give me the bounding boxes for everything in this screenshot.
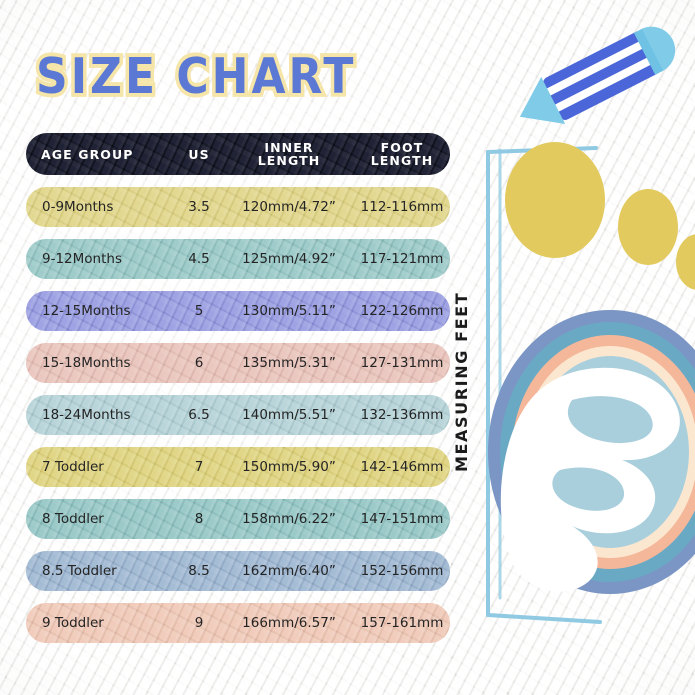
cell-us-size: 7 bbox=[194, 459, 204, 475]
cell-us-size: 6.5 bbox=[188, 407, 210, 423]
table-row: 8 Toddler 8 158mm/6.22” 147-151mm bbox=[26, 499, 450, 539]
cell-foot-length: 132-136mm bbox=[360, 407, 444, 423]
column-header-foot-length: FOOT LENGTH bbox=[354, 141, 450, 167]
table-header-row: AGE GROUP US INNER LENGTH FOOT LENGTH bbox=[26, 133, 450, 175]
cell-age-group: 15-18Months bbox=[42, 355, 131, 371]
column-header-age-group: AGE GROUP bbox=[41, 146, 134, 162]
table-row: 9-12Months 4.5 125mm/4.92” 117-121mm bbox=[26, 239, 450, 279]
cell-foot-length: 147-151mm bbox=[360, 511, 444, 527]
cell-age-group: 18-24Months bbox=[42, 407, 131, 423]
cell-age-group: 7 Toddler bbox=[42, 459, 104, 475]
cell-age-group: 9 Toddler bbox=[42, 615, 104, 631]
cell-inner-length: 130mm/5.11” bbox=[242, 303, 336, 319]
cell-us-size: 8.5 bbox=[188, 563, 210, 579]
cell-inner-length: 150mm/5.90” bbox=[242, 459, 336, 475]
measuring-feet-illustration bbox=[450, 0, 695, 695]
table-row: 7 Toddler 7 150mm/5.90” 142-146mm bbox=[26, 447, 450, 487]
column-header-inner-length: INNER LENGTH bbox=[224, 141, 354, 167]
cell-us-size: 8 bbox=[194, 511, 204, 527]
cell-inner-length: 135mm/5.31” bbox=[242, 355, 336, 371]
cell-us-size: 9 bbox=[194, 615, 204, 631]
cell-foot-length: 117-121mm bbox=[360, 251, 444, 267]
measuring-feet-label: MEASURING FEET bbox=[452, 78, 471, 472]
column-header-inner-length-line2: LENGTH bbox=[257, 153, 321, 168]
toe-oval-medium bbox=[618, 189, 678, 265]
table-rows-container: 0-9Months 3.5 120mm/4.72” 112-116mm 9-12Mont… bbox=[26, 187, 450, 643]
cell-foot-length: 122-126mm bbox=[360, 303, 444, 319]
cell-us-size: 4.5 bbox=[188, 251, 210, 267]
cell-inner-length: 125mm/4.92” bbox=[242, 251, 336, 267]
cell-inner-length: 120mm/4.72” bbox=[242, 199, 336, 215]
table-row: 15-18Months 6 135mm/5.31” 127-131mm bbox=[26, 343, 450, 383]
toe-oval-large bbox=[505, 142, 605, 258]
cell-us-size: 5 bbox=[194, 303, 204, 319]
table-row: 18-24Months 6.5 140mm/5.51” 132-136mm bbox=[26, 395, 450, 435]
cell-us-size: 6 bbox=[194, 355, 204, 371]
cell-foot-length: 142-146mm bbox=[360, 459, 444, 475]
cell-foot-length: 112-116mm bbox=[360, 199, 444, 215]
cell-age-group: 8.5 Toddler bbox=[42, 563, 117, 579]
table-row: 8.5 Toddler 8.5 162mm/6.40” 152-156mm bbox=[26, 551, 450, 591]
toe-oval-small bbox=[676, 234, 695, 290]
table-row: 12-15Months 5 130mm/5.11” 122-126mm bbox=[26, 291, 450, 331]
column-header-foot-length-line2: LENGTH bbox=[370, 153, 434, 168]
pencil-icon bbox=[519, 26, 676, 124]
page-title: SIZE CHART bbox=[32, 44, 357, 109]
cell-age-group: 0-9Months bbox=[42, 199, 114, 215]
measuring-feet-label-text: MEASURING FEET bbox=[452, 291, 471, 472]
cell-age-group: 9-12Months bbox=[42, 251, 122, 267]
cell-foot-length: 152-156mm bbox=[360, 563, 444, 579]
cell-foot-length: 127-131mm bbox=[360, 355, 444, 371]
size-chart-table: AGE GROUP US INNER LENGTH FOOT LENGTH 0-… bbox=[26, 133, 450, 655]
cell-foot-length: 157-161mm bbox=[360, 615, 444, 631]
cell-us-size: 3.5 bbox=[188, 199, 210, 215]
cell-inner-length: 158mm/6.22” bbox=[242, 511, 336, 527]
cell-age-group: 8 Toddler bbox=[42, 511, 104, 527]
table-row: 9 Toddler 9 166mm/6.57” 157-161mm bbox=[26, 603, 450, 643]
cell-age-group: 12-15Months bbox=[42, 303, 131, 319]
column-header-us: US bbox=[188, 146, 210, 162]
cell-inner-length: 166mm/6.57” bbox=[242, 615, 336, 631]
cell-inner-length: 140mm/5.51” bbox=[242, 407, 336, 423]
cell-inner-length: 162mm/6.40” bbox=[242, 563, 336, 579]
table-row: 0-9Months 3.5 120mm/4.72” 112-116mm bbox=[26, 187, 450, 227]
